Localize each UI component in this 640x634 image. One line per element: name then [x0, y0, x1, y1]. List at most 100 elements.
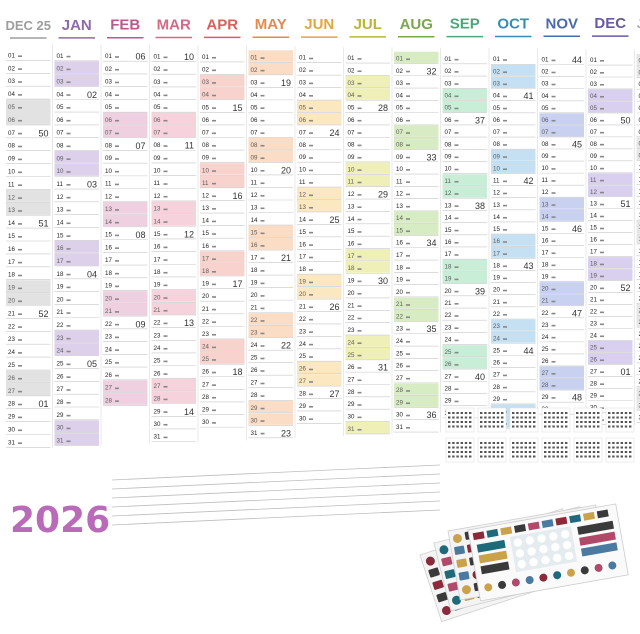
mini-day-dot: [612, 421, 615, 423]
day-number: 22: [8, 323, 15, 330]
weekday-abbr-mark: [260, 357, 265, 360]
day-number: 14: [57, 219, 64, 226]
mini-day-dot: [488, 412, 491, 414]
weekend-shade: [200, 251, 245, 263]
weekday-abbr-mark: [454, 278, 459, 281]
mini-day-dot: [460, 412, 463, 414]
weekend-shade: [200, 87, 245, 100]
mini-day-dot: [629, 446, 632, 449]
weekday-abbr-mark: [260, 432, 265, 435]
day-number: 01: [57, 53, 64, 60]
day-number: 19: [154, 282, 161, 289]
weekend-shade: [345, 335, 390, 347]
mini-day-dot: [501, 451, 504, 453]
day-number: 10: [445, 166, 452, 173]
mini-day-dot: [560, 412, 564, 414]
weekend-shade: [636, 399, 640, 410]
mini-day-dot: [576, 421, 579, 423]
mini-day-dot: [608, 412, 611, 414]
weekday-abbr-mark: [600, 323, 604, 326]
day-number: 05: [445, 105, 452, 112]
weekday-abbr-mark: [503, 204, 507, 207]
mini-day-dot: [488, 455, 491, 458]
blank-circle-sticker: [527, 547, 536, 556]
day-number: 18: [8, 272, 15, 279]
weekday-abbr-mark: [66, 427, 71, 430]
mini-day-dot: [484, 442, 487, 444]
mini-day-dot: [544, 416, 547, 419]
month-header: JAN: [62, 17, 92, 34]
weekday-abbr-mark: [357, 156, 362, 159]
weekend-shade: [588, 257, 633, 269]
weekday-abbr-mark: [600, 83, 604, 86]
mini-day-dot: [460, 416, 463, 419]
weekday-abbr-mark: [503, 386, 507, 389]
week-number: 26: [329, 302, 339, 312]
mini-day-dot: [516, 455, 519, 458]
weekday-abbr-mark: [66, 260, 71, 263]
mini-day-dot: [484, 446, 487, 449]
day-number: 11: [639, 176, 640, 183]
weekday-abbr-mark: [163, 119, 168, 122]
day-number: 15: [251, 230, 258, 237]
weekday-abbr-mark: [163, 132, 168, 135]
mini-day-dot: [469, 446, 472, 449]
day-number: 16: [493, 238, 500, 245]
week-number: 14: [184, 407, 194, 417]
weekday-abbr-mark: [260, 332, 265, 335]
day-number: 23: [396, 326, 403, 333]
weekend-shade: [200, 75, 245, 87]
day-number: 15: [445, 227, 452, 234]
mini-day-dot: [460, 421, 463, 423]
mini-day-dot: [516, 451, 519, 453]
day-number: 15: [57, 232, 64, 239]
mini-day-dot: [597, 455, 600, 458]
day-number: 11: [590, 177, 597, 184]
day-number: 09: [154, 155, 161, 162]
day-number: 29: [542, 394, 549, 401]
day-number: 29: [154, 408, 161, 415]
sticker-label: [577, 520, 614, 535]
day-number: 16: [251, 242, 258, 249]
day-number: 05: [542, 105, 549, 112]
weekday-abbr-mark: [551, 119, 556, 122]
day-number: 03: [542, 81, 549, 88]
day-number: 04: [542, 93, 549, 100]
day-number: 25: [542, 346, 549, 353]
day-number: 01: [639, 57, 640, 64]
day-number: 18: [202, 268, 209, 275]
weekday-abbr-mark: [357, 416, 362, 419]
weekday-abbr-mark: [551, 312, 556, 315]
weekday-abbr-mark: [600, 107, 604, 110]
weekday-abbr-mark: [66, 299, 71, 302]
week-number: 12: [184, 229, 194, 239]
mini-day-dot: [452, 455, 455, 458]
weekday-abbr-mark: [600, 299, 604, 302]
weekend-shade: [248, 313, 293, 325]
day-number: 23: [590, 321, 597, 328]
month-column: FEB 01 06 02 03 04 05 06 07 08 07 09 10 11 12 13 14 15 08 1…: [103, 17, 150, 445]
day-number: 06: [639, 117, 640, 124]
weekday-abbr-mark: [503, 326, 507, 328]
day-number: 13: [639, 200, 640, 207]
day-number: 03: [445, 80, 452, 87]
day-number: 09: [396, 154, 403, 161]
weekday-abbr-mark: [115, 387, 119, 390]
mini-day-dot: [588, 451, 591, 453]
mini-day-dot: [608, 421, 611, 423]
day-number: 08: [105, 142, 112, 149]
day-number: 02: [299, 67, 306, 74]
weekday-abbr-mark: [357, 268, 362, 270]
weekend-shade: [200, 352, 245, 364]
weekday-abbr-mark: [163, 107, 168, 109]
weekday-abbr-mark: [163, 56, 168, 59]
sticker-dot: [594, 563, 603, 572]
day-number: 10: [542, 165, 549, 172]
mini-day-dot: [620, 412, 623, 414]
week-number: 23: [281, 428, 291, 438]
mini-day-dot: [565, 421, 568, 423]
week-number: 21: [281, 253, 291, 263]
weekday-abbr-mark: [115, 170, 119, 173]
day-number: 12: [590, 189, 597, 196]
sticker-sheet-front: [467, 503, 629, 602]
